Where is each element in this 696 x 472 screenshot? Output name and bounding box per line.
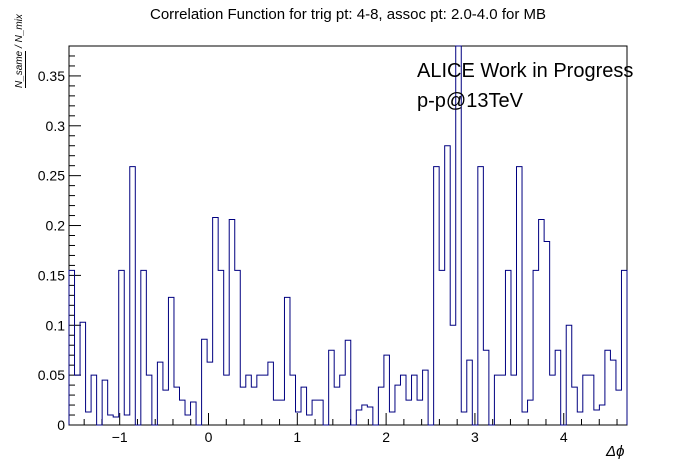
y-axis-label: N_same / N_mix	[14, 14, 26, 88]
y-tick-label: 0.3	[46, 118, 66, 134]
y-tick-label: 0.35	[38, 68, 65, 84]
x-tick-label: 4	[560, 429, 568, 445]
histogram-line	[68, 45, 628, 426]
x-axis-label: Δϕ	[606, 443, 625, 460]
y-tick-label: 0.05	[38, 367, 65, 383]
x-tick-label: 0	[205, 429, 213, 445]
annotation-alice: ALICE Work in Progress	[417, 60, 634, 82]
plot-frame	[68, 45, 628, 426]
y-tick-label: 0	[57, 417, 65, 433]
y-tick-label: 0.1	[46, 317, 66, 333]
y-tick-label: 0.2	[46, 218, 66, 234]
y-label-denominator: N_mix	[14, 14, 25, 43]
x-tick-label: 3	[471, 429, 479, 445]
y-label-numerator: N_same	[14, 50, 26, 88]
x-tick-label: 2	[382, 429, 390, 445]
x-tick-label: 1	[293, 429, 301, 445]
x-tick-label: −1	[112, 429, 128, 445]
y-tick-label: 0.25	[38, 168, 65, 184]
annotation-collision: p-p@13TeV	[417, 90, 523, 112]
chart-title: Correlation Function for trig pt: 4-8, a…	[149, 6, 546, 23]
y-tick-label: 0.15	[38, 267, 65, 283]
